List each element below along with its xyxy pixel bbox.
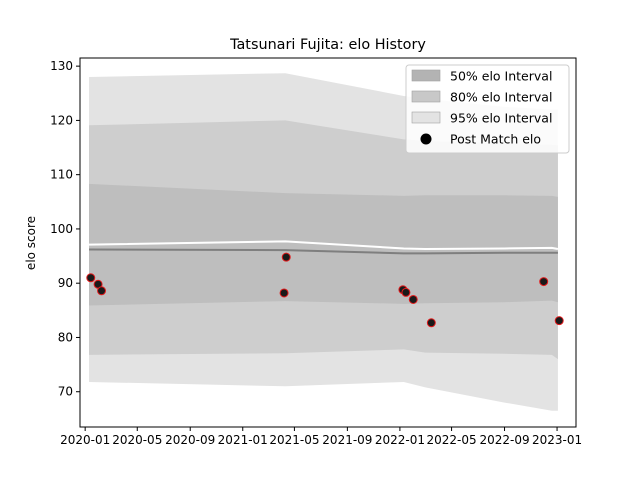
x-tick-label: 2022-05 [426,433,476,447]
x-tick-label: 2022-01 [375,433,425,447]
post-match-point [281,252,291,262]
x-tick-label: 2020-01 [60,433,110,447]
trend-lines [89,240,559,255]
y-tick-label: 110 [50,168,73,182]
legend-swatch [411,90,441,103]
y-tick-label: 90 [58,276,73,290]
x-tick-label: 2021-01 [218,433,268,447]
data-points [86,252,564,328]
legend-swatch [411,69,441,82]
mean-elo-line [89,248,558,255]
interval-bands [89,73,558,411]
x-tick-label: 2020-09 [165,433,215,447]
x-tick-label: 2022-09 [479,433,529,447]
y-tick-label: 100 [50,222,73,236]
post-match-point [408,294,418,304]
legend-label: 95% elo Interval [450,111,552,126]
chart-title: Tatsunari Fujita: elo History [229,37,426,53]
legend-marker [420,133,432,145]
legend-label: 50% elo Interval [450,69,552,84]
x-axis: 2020-01 2020-05 2020-09 2021-01 2021-05 2021-… [60,427,582,447]
post-match-point [279,288,289,298]
legend-swatch [411,111,441,124]
y-tick-label: 120 [50,113,73,127]
post-match-point [86,273,96,283]
y-axis-label: elo score [24,216,38,270]
x-tick-label: 2023-01 [532,433,582,447]
y-tick-label: 130 [50,59,73,73]
post-match-point [554,316,564,326]
plot-area-frame [79,57,577,428]
elo-estimate-line [89,240,559,251]
x-tick-label: 2021-09 [322,433,372,447]
x-tick-label: 2020-05 [112,433,162,447]
post-match-point [539,277,549,287]
legend-box [405,64,570,154]
post-match-point [97,286,107,296]
post-match-point [401,287,411,297]
legend: 50% elo Interval 80% elo Interval 95% elo … [405,64,570,154]
post-match-point [426,318,436,328]
y-axis: 70 80 90 100 110 120 130 [50,59,80,399]
y-tick-label: 80 [58,330,73,344]
x-tick-label: 2021-05 [269,433,319,447]
y-tick-label: 70 [58,385,73,399]
legend-label: 80% elo Interval [450,90,552,105]
legend-label: Post Match elo [450,132,541,147]
